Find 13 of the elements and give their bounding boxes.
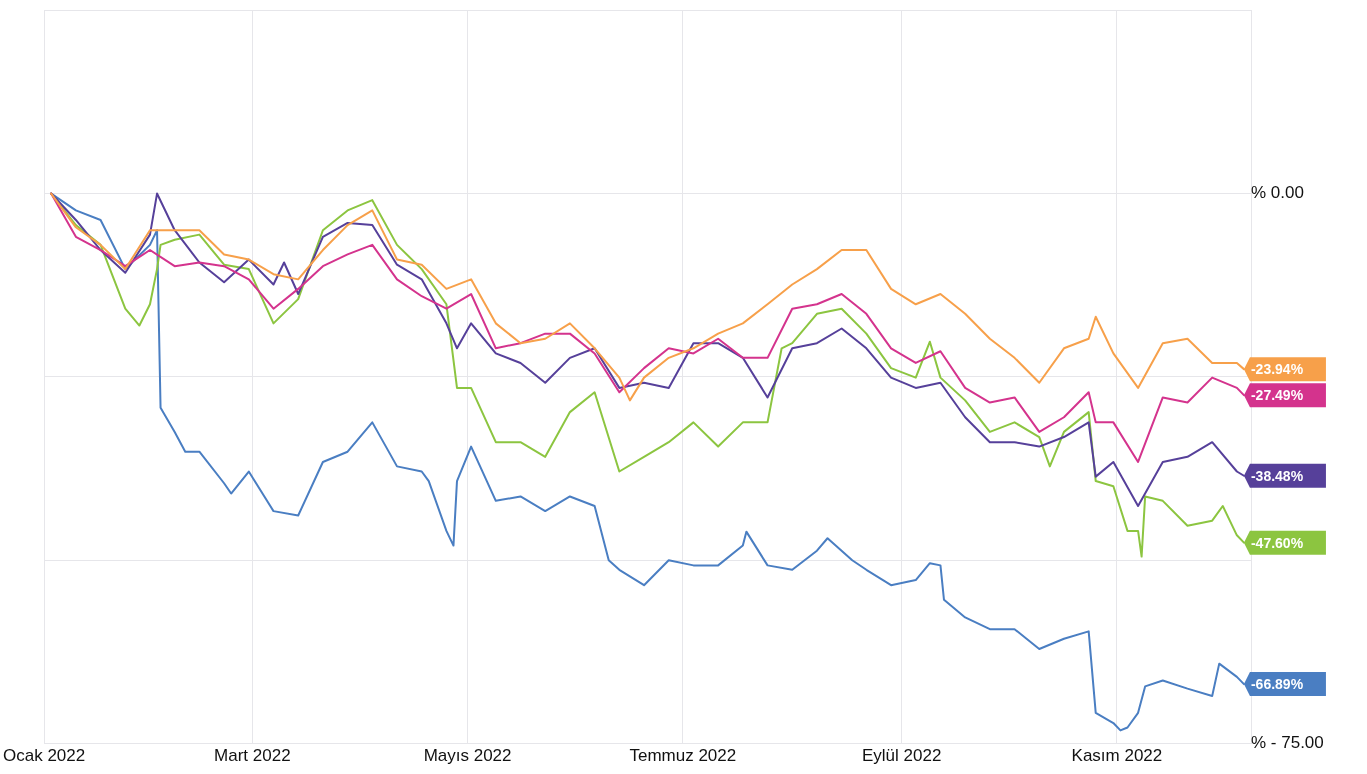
data-label: -23.94%	[1250, 360, 1304, 377]
data-label: -27.49%	[1250, 387, 1304, 404]
data-label: -38.48%	[1250, 467, 1304, 484]
x-tick-label: Eylül 2022	[861, 746, 942, 766]
x-tick-label: Kasım 2022	[1071, 746, 1163, 766]
x-tick-label: Mart 2022	[214, 746, 291, 766]
x-tick-label: Mayıs 2022	[423, 746, 512, 766]
y-tick-label: % - 75.00	[1251, 733, 1324, 753]
data-label: -66.89%	[1250, 675, 1304, 692]
x-tick-label: Ocak 2022	[2, 746, 86, 766]
data-label: -47.60%	[1250, 534, 1304, 551]
x-tick-label: Temmuz 2022	[629, 746, 737, 766]
y-tick-label: % 0.00	[1251, 183, 1304, 203]
